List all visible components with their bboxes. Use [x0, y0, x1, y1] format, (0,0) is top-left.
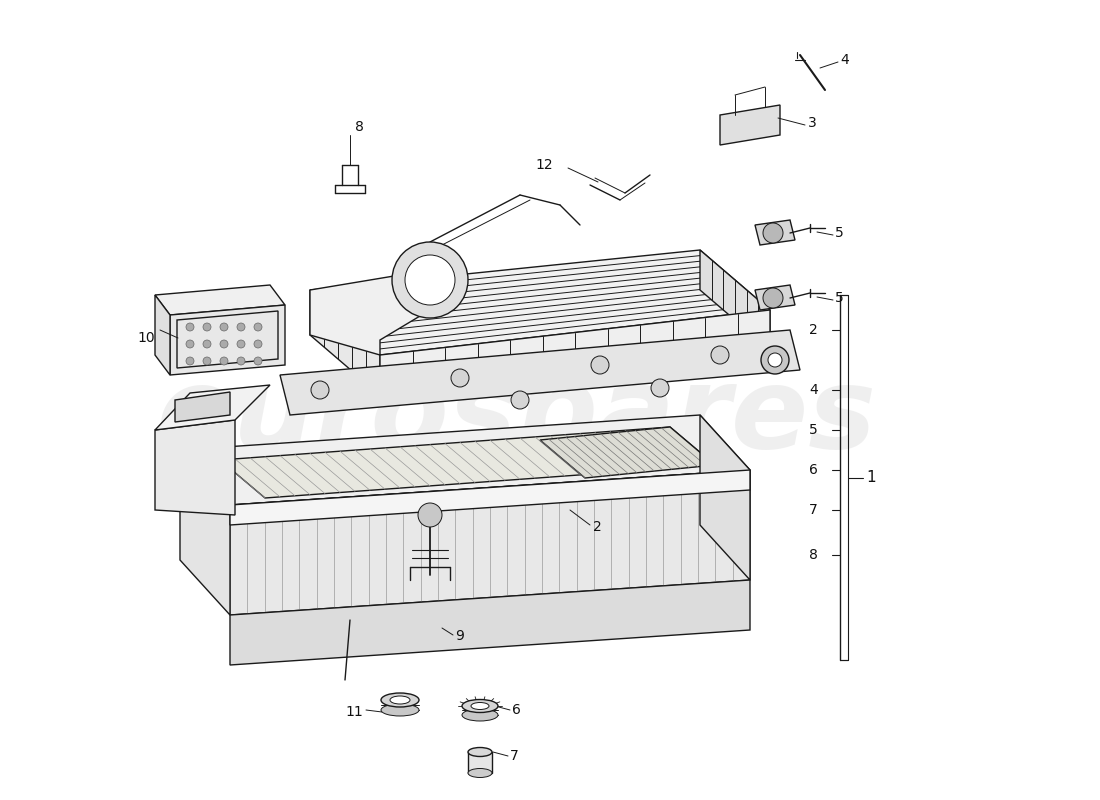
Polygon shape — [155, 420, 235, 515]
Polygon shape — [720, 105, 780, 145]
Circle shape — [186, 357, 194, 365]
Polygon shape — [700, 250, 770, 350]
Circle shape — [254, 323, 262, 331]
Circle shape — [392, 242, 468, 318]
Polygon shape — [755, 285, 795, 310]
Circle shape — [761, 346, 789, 374]
Polygon shape — [180, 415, 750, 505]
Text: 11: 11 — [345, 705, 363, 719]
Polygon shape — [230, 470, 750, 615]
Circle shape — [236, 357, 245, 365]
Text: 6: 6 — [512, 703, 521, 717]
Ellipse shape — [381, 704, 419, 716]
Circle shape — [220, 340, 228, 348]
Ellipse shape — [390, 696, 410, 704]
Polygon shape — [540, 427, 715, 478]
Polygon shape — [468, 752, 492, 773]
Polygon shape — [155, 385, 270, 430]
Circle shape — [204, 340, 211, 348]
Text: 5: 5 — [810, 423, 818, 437]
Circle shape — [763, 223, 783, 243]
Polygon shape — [310, 270, 430, 355]
Text: 3: 3 — [808, 116, 816, 130]
Polygon shape — [700, 415, 750, 580]
Text: 2: 2 — [810, 323, 818, 337]
Polygon shape — [310, 290, 380, 395]
Text: 2: 2 — [593, 520, 602, 534]
Text: 5: 5 — [835, 291, 844, 305]
Text: 4: 4 — [840, 53, 849, 67]
Circle shape — [591, 356, 609, 374]
Polygon shape — [230, 470, 750, 525]
Polygon shape — [155, 295, 170, 375]
Polygon shape — [155, 285, 285, 315]
Circle shape — [220, 357, 228, 365]
Ellipse shape — [462, 699, 498, 713]
Ellipse shape — [471, 702, 490, 710]
Circle shape — [768, 353, 782, 367]
Ellipse shape — [381, 693, 419, 707]
Circle shape — [254, 340, 262, 348]
Ellipse shape — [468, 747, 492, 757]
Text: 9: 9 — [455, 629, 464, 643]
Text: 12: 12 — [536, 158, 553, 172]
Ellipse shape — [462, 709, 498, 721]
Polygon shape — [230, 580, 750, 665]
Circle shape — [204, 323, 211, 331]
Circle shape — [186, 340, 194, 348]
Text: 1: 1 — [866, 470, 876, 485]
Circle shape — [512, 391, 529, 409]
Circle shape — [220, 323, 228, 331]
Text: 10: 10 — [138, 331, 155, 345]
Circle shape — [186, 323, 194, 331]
Polygon shape — [379, 310, 770, 395]
Text: 6: 6 — [810, 463, 818, 477]
Circle shape — [204, 357, 211, 365]
Text: 4: 4 — [810, 383, 818, 397]
Text: 8: 8 — [355, 120, 364, 134]
Polygon shape — [170, 305, 285, 375]
Text: 7: 7 — [510, 749, 519, 763]
Circle shape — [711, 346, 729, 364]
Text: eurospares: eurospares — [157, 361, 877, 471]
Circle shape — [418, 503, 442, 527]
Polygon shape — [310, 250, 770, 355]
Polygon shape — [175, 392, 230, 422]
Circle shape — [451, 369, 469, 387]
Circle shape — [236, 340, 245, 348]
Text: 5: 5 — [835, 226, 844, 240]
Circle shape — [405, 255, 455, 305]
Circle shape — [311, 381, 329, 399]
Circle shape — [254, 357, 262, 365]
Text: 7: 7 — [810, 503, 818, 517]
Ellipse shape — [468, 769, 492, 778]
Polygon shape — [755, 220, 795, 245]
Text: 8: 8 — [810, 548, 818, 562]
Polygon shape — [180, 450, 230, 615]
Circle shape — [763, 288, 783, 308]
Text: a passion for parts since 1985: a passion for parts since 1985 — [273, 548, 629, 572]
Circle shape — [236, 323, 245, 331]
Polygon shape — [280, 330, 800, 415]
Polygon shape — [220, 427, 715, 498]
Circle shape — [651, 379, 669, 397]
